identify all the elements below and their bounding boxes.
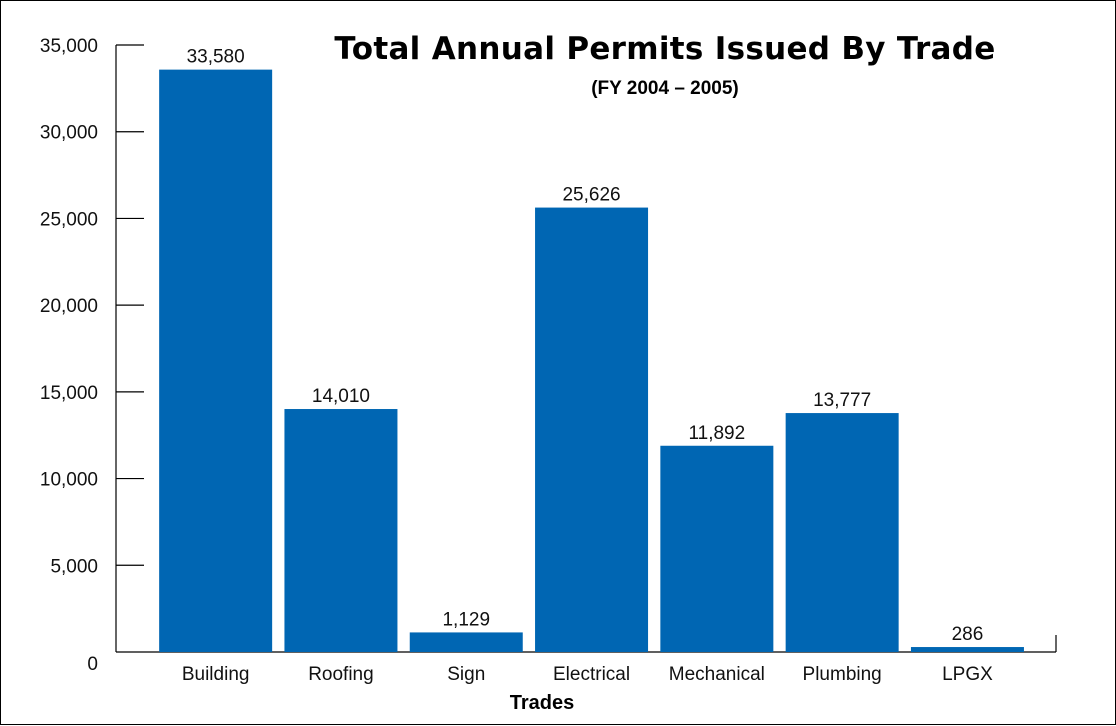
- bar-value-label: 25,626: [562, 185, 620, 206]
- bar-roofing: [284, 409, 398, 652]
- bar-building: [159, 69, 273, 653]
- x-axis-label: Trades: [510, 692, 574, 714]
- y-tick-label: 10,000: [40, 470, 98, 491]
- bar-value-label: 33,580: [187, 47, 245, 68]
- bar-plumbing: [785, 413, 899, 652]
- bar-mechanical: [660, 445, 774, 652]
- y-tick-label: 30,000: [40, 123, 98, 144]
- label-layer: 33,580 Building 14,010 Roofing 1,129 Sign 25,6…: [182, 47, 993, 685]
- x-tick-label: Building: [182, 664, 250, 685]
- bar-layer: [159, 69, 1024, 653]
- bar-lpgx: [910, 647, 1024, 652]
- x-tick-label: Roofing: [308, 664, 374, 685]
- bar-sign: [409, 632, 523, 652]
- y-tick-label: 15,000: [40, 383, 98, 404]
- bar-electrical: [535, 207, 649, 652]
- x-tick-label: Plumbing: [803, 664, 882, 685]
- y-tick-label: 25,000: [40, 209, 98, 230]
- y-tick-label: 0: [87, 654, 98, 675]
- chart-subtitle: (FY 2004 – 2005): [591, 78, 739, 99]
- x-tick-label: Mechanical: [669, 664, 765, 685]
- bar-value-label: 11,892: [688, 423, 745, 444]
- bar-value-label: 286: [952, 624, 984, 645]
- bar-value-label: 13,777: [813, 390, 871, 411]
- x-tick-label: Sign: [447, 664, 485, 685]
- y-tick-label: 5,000: [50, 556, 98, 577]
- bar-value-label: 14,010: [312, 386, 370, 407]
- bar-value-label: 1,129: [442, 609, 490, 630]
- y-tick-label: 20,000: [40, 296, 98, 317]
- x-tick-label: LPGX: [942, 664, 993, 685]
- x-tick-label: Electrical: [553, 664, 630, 685]
- axis-layer: 0 5,000 10,000 15,000 20,000 25,000 30,000 35,0…: [40, 36, 1057, 675]
- y-tick-label: 35,000: [40, 36, 98, 57]
- chart-title: Total Annual Permits Issued By Trade: [334, 31, 995, 67]
